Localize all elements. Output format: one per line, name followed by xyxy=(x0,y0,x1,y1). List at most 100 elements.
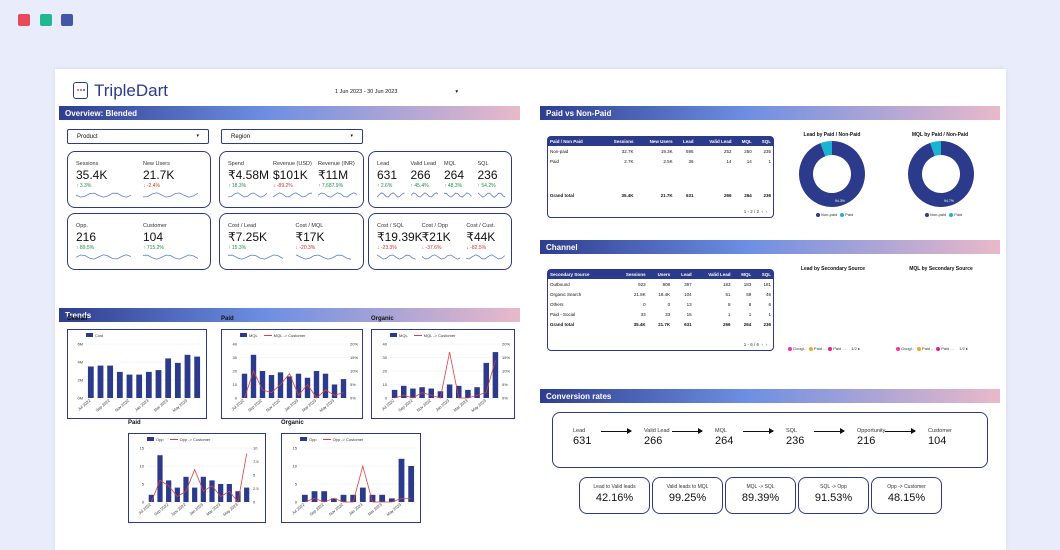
x-tick-label: Jan 2023 xyxy=(283,397,299,412)
table-cell: 2.5K xyxy=(663,158,673,164)
table-header-cell[interactable]: SQL xyxy=(753,137,773,146)
metric-label: Valid Lead xyxy=(410,161,437,167)
metric: Revenue (INR) ₹11M ↑ 7,687.9% xyxy=(318,161,360,199)
table-header-cell[interactable]: Lead xyxy=(674,137,696,146)
pie-slice[interactable] xyxy=(799,141,865,207)
y-tick-label: 10 xyxy=(140,464,145,469)
pie-slice[interactable] xyxy=(930,141,941,157)
table-cell: 15 xyxy=(686,311,692,317)
metric-value: ₹4.58M xyxy=(228,168,269,182)
date-range-text: 1 Jun 2023 - 30 Jun 2023 xyxy=(335,89,398,95)
date-range-picker[interactable]: 1 Jun 2023 - 30 Jun 2023 ▾ xyxy=(335,89,458,95)
bar-mark xyxy=(183,476,189,502)
table-cell: 21.8K xyxy=(633,291,646,297)
y2-tick-label: 15% xyxy=(350,355,358,360)
table-header-cell[interactable]: Secondary Source xyxy=(548,270,613,279)
table-cell: 2.7K xyxy=(624,158,634,164)
table-header-cell[interactable]: MQL xyxy=(732,270,754,279)
pie-mql-source-legend[interactable]: Googl.. Paid .. Paid ... 1/2 ▸ xyxy=(893,346,968,351)
sparkline xyxy=(410,192,438,198)
maximize-dot[interactable] xyxy=(61,14,73,26)
table-header-cell[interactable]: Lead xyxy=(672,270,694,279)
table-cell: 1 xyxy=(768,158,771,164)
bar-mark xyxy=(235,491,241,502)
minimize-dot[interactable] xyxy=(40,14,52,26)
arrow-right-icon xyxy=(814,428,845,434)
table-header-cell[interactable]: Valid Lead xyxy=(693,270,733,279)
table-header-cell[interactable]: Sessions xyxy=(601,137,636,146)
x-tick-label: May 2023 xyxy=(171,397,188,413)
chevron-right-icon[interactable]: › xyxy=(765,209,768,214)
pie-slice[interactable] xyxy=(908,141,974,207)
bar-mark xyxy=(301,494,308,502)
funnel-stage-label: MQL xyxy=(715,428,727,434)
chevron-right-icon[interactable]: › xyxy=(765,342,768,347)
chart-legend: Opp Opp -> Customer xyxy=(300,437,363,442)
bar-mark xyxy=(145,371,152,398)
pie-mql-source xyxy=(906,274,976,344)
y2-tick-label: 0 xyxy=(253,500,256,505)
x-tick-label: Jan 2023 xyxy=(134,397,150,412)
chevron-left-icon[interactable]: ‹ xyxy=(761,209,763,214)
table-cell: 36 xyxy=(688,158,694,164)
table-header-cell[interactable]: Users xyxy=(647,270,673,279)
metric-label: Customer xyxy=(143,223,167,229)
metric-delta: ↓ -82.5% xyxy=(466,245,487,251)
table-header-cell[interactable]: New Users xyxy=(635,137,675,146)
metric-delta: ↑ 2.6% xyxy=(377,183,393,189)
conversion-rate-card: MQL -> SQL 89.39% xyxy=(725,477,796,514)
x-tick-label: Mar 2023 xyxy=(205,501,222,516)
y-tick-label: 10 xyxy=(233,382,238,387)
chevron-left-icon[interactable]: ‹ xyxy=(761,342,763,347)
metric-value: 264 xyxy=(444,168,465,182)
bar-mark xyxy=(148,494,154,502)
metric-label: Opp. xyxy=(76,223,88,229)
funnel-stage-value: 236 xyxy=(786,435,805,447)
metric-label: MQL xyxy=(444,161,456,167)
x-tick-label: Nov 2022 xyxy=(328,501,345,516)
metric-label: Cost / Lead xyxy=(228,223,257,229)
product-filter[interactable]: Product ▾ xyxy=(67,129,209,144)
table-header-cell[interactable]: MQL xyxy=(733,137,754,146)
funnel-stage-value: 266 xyxy=(644,435,663,447)
metric-delta: ↑ 89.5% xyxy=(76,245,95,251)
metric: SQL 236 ↑ 54.2% xyxy=(477,161,509,199)
x-tick-label: May 2023 xyxy=(470,397,487,413)
metric-value: ₹11M xyxy=(318,168,349,182)
bar-mark xyxy=(428,388,434,398)
y-tick-label: 0 xyxy=(385,396,388,401)
close-dot[interactable] xyxy=(18,14,30,26)
sparkline xyxy=(421,254,461,260)
pie-percent-label: 94.7% xyxy=(944,199,954,203)
logo-icon xyxy=(73,82,88,99)
paid-pagination[interactable]: 1 - 2 / 2 ‹ › xyxy=(744,209,767,214)
funnel-card: Lead 631 Valid Lead 266 MQL 264 SQL 236 Opportun… xyxy=(552,412,988,468)
table-header-cell[interactable]: Sessions xyxy=(612,270,648,279)
y2-tick-label: 5% xyxy=(350,382,356,387)
metric-card: Opp. 216 ↑ 89.5% Customer 104 ↑ 715.2% xyxy=(67,213,211,270)
conversion-section-bar: Conversion rates xyxy=(540,389,1000,403)
pie-slice[interactable] xyxy=(820,141,832,157)
bar-mark xyxy=(244,487,250,502)
pie-mql-paid-title: MQL by Paid / Non-Paid xyxy=(911,132,969,138)
table-cell: 32.7K xyxy=(621,148,634,154)
channel-pagination[interactable]: 1 - 6 / 6 ‹ › xyxy=(744,342,767,347)
table-header-cell[interactable]: Valid Lead xyxy=(695,137,734,146)
table-cell: 595 xyxy=(686,148,694,154)
table-header-cell[interactable]: SQL xyxy=(753,270,773,279)
region-filter[interactable]: Region ▾ xyxy=(221,129,363,144)
bar-mark xyxy=(107,365,114,398)
bar-mark xyxy=(359,487,366,502)
table-cell: 21.7K xyxy=(658,321,671,327)
table-cell: 13 xyxy=(686,301,692,307)
y-tick-label: 15 xyxy=(293,446,298,451)
table-header-cell[interactable]: Paid / Non Paid xyxy=(548,137,602,146)
x-tick-label: Nov 2022 xyxy=(416,397,433,412)
table-cell: 21.7K xyxy=(660,192,673,198)
conversion-rate-label: SQL -> Opp xyxy=(820,484,847,490)
pie-lead-source-legend[interactable]: Googl.. Paid .. Paid ... 1/2 ▸ xyxy=(785,346,860,351)
metric-delta: ↑ 7,687.9% xyxy=(318,183,344,189)
bar-mark xyxy=(492,352,499,398)
table-cell: Paid xyxy=(550,158,560,164)
